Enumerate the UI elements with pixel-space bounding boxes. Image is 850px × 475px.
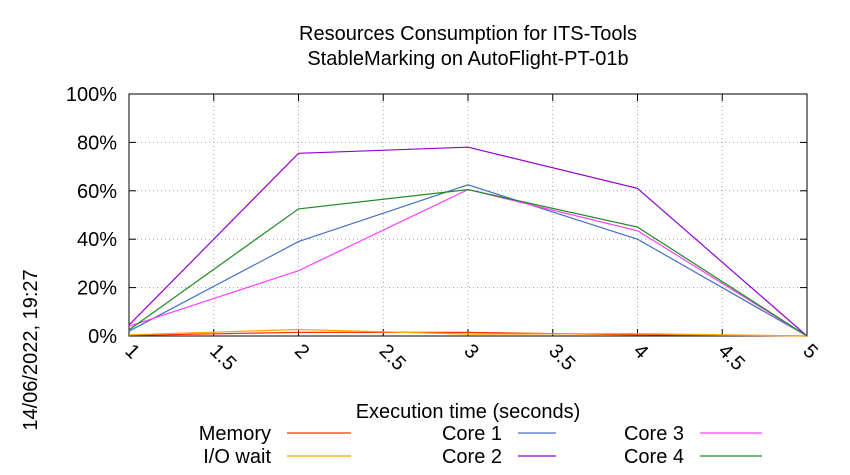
legend-label-core-1: Core 1 <box>442 423 502 445</box>
chart-title-line-2: StableMarking on AutoFlight-PT-01b <box>307 48 628 70</box>
x-tick-label: 3.5 <box>544 340 579 375</box>
y-tick-label: 40% <box>77 229 117 251</box>
y-tick-label: 100% <box>66 84 117 106</box>
x-tick-label: 3 <box>459 340 482 363</box>
series-line-i-o-wait <box>128 328 808 337</box>
x-tick-label: 2.5 <box>375 340 410 375</box>
y-tick-label: 80% <box>77 132 117 154</box>
legend-label-i-o-wait: I/O wait <box>203 446 271 468</box>
x-tick-label: 1.5 <box>205 340 240 375</box>
grid <box>129 94 807 336</box>
legend-label-core-3: Core 3 <box>624 423 684 445</box>
chart-title-line-1: Resources Consumption for ITS-Tools <box>299 23 637 45</box>
legend-label-memory: Memory <box>199 423 271 445</box>
series-lines <box>128 146 808 337</box>
series-line-core-4 <box>128 188 808 337</box>
x-tick-label: 5 <box>798 340 821 363</box>
y-axis-ticks: 0% 20% 40% 60% 80% 100% <box>66 84 807 348</box>
series-line-core-1 <box>128 184 808 337</box>
x-tick-label: 2 <box>290 340 313 363</box>
y-tick-label: 20% <box>77 278 117 300</box>
x-tick-label: 4 <box>629 340 652 363</box>
x-axis-label: Execution time (seconds) <box>356 401 581 423</box>
x-tick-label: 4.5 <box>714 340 749 375</box>
y-tick-label: 60% <box>77 181 117 203</box>
legend-label-core-4: Core 4 <box>624 446 684 468</box>
series-line-memory <box>128 331 808 337</box>
x-tick-label: 1 <box>120 340 143 363</box>
timestamp-label: 14/06/2022, 19:27 <box>20 269 42 430</box>
series-line-core-2 <box>128 146 808 337</box>
y-tick-label: 0% <box>88 326 117 348</box>
legend-label-core-2: Core 2 <box>442 446 502 468</box>
